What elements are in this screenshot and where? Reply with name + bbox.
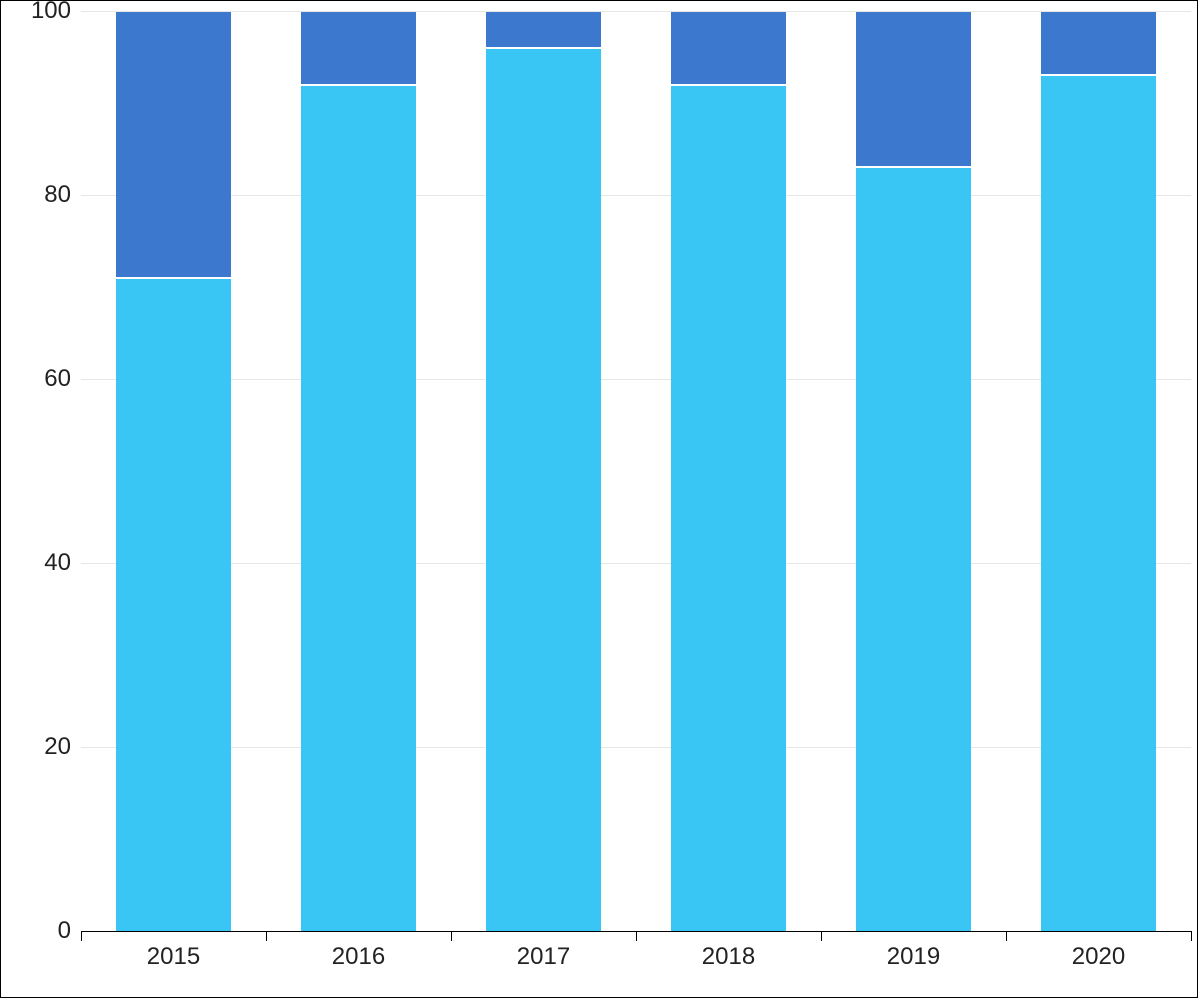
x-tick-label: 2018 [702, 943, 755, 971]
x-tick-label: 2016 [332, 943, 385, 971]
x-tick [821, 931, 822, 941]
y-tick-label: 80 [11, 181, 71, 209]
x-tick-label: 2015 [147, 943, 200, 971]
x-tick-label: 2019 [887, 943, 940, 971]
x-tick [1006, 931, 1007, 941]
y-tick-label: 60 [11, 365, 71, 393]
bar-slot [1041, 11, 1156, 931]
y-tick-label: 0 [11, 917, 71, 945]
bar-segment-upper [116, 12, 231, 277]
bars-container [81, 11, 1191, 931]
bar-segment-lower [856, 168, 971, 931]
x-tick [266, 931, 267, 941]
x-tick [81, 931, 82, 941]
plot-area: 020406080100201520162017201820192020 [81, 11, 1191, 931]
bar-slot [301, 11, 416, 931]
x-tick [1191, 931, 1192, 941]
bar-slot [116, 11, 231, 931]
bar-slot [856, 11, 971, 931]
x-tick [636, 931, 637, 941]
bar-segment-lower [116, 279, 231, 931]
bar-segment-upper [1041, 12, 1156, 74]
bar-segment-lower [486, 49, 601, 931]
bar-segment-upper [856, 12, 971, 166]
bar-segment-upper [486, 12, 601, 47]
bar-segment-upper [301, 12, 416, 84]
x-axis: 2015 2016 2017 2018 2019 2020 [81, 931, 1191, 981]
chart-frame: 0 20 40 60 80 100 2015 2016 2017 2018 2019 2020 [0, 0, 1198, 998]
bar-segment-lower [671, 86, 786, 931]
bar-segment-lower [301, 86, 416, 931]
bar-slot [486, 11, 601, 931]
bar-slot [671, 11, 786, 931]
y-tick-label: 20 [11, 733, 71, 761]
bar-segment-lower [1041, 76, 1156, 931]
x-tick-label: 2020 [1072, 943, 1125, 971]
y-tick-label: 100 [11, 0, 71, 25]
x-tick-label: 2017 [517, 943, 570, 971]
bar-segment-upper [671, 12, 786, 84]
y-tick-label: 40 [11, 549, 71, 577]
x-tick [451, 931, 452, 941]
